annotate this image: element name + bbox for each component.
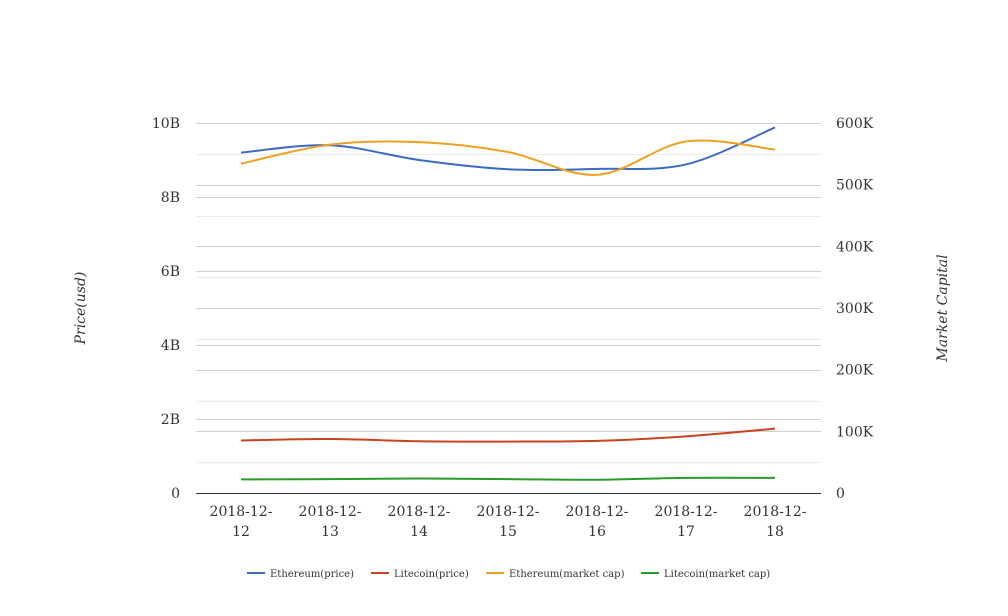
right-tick-label: 100K bbox=[836, 424, 874, 440]
right-tick-label: 200K bbox=[836, 363, 874, 379]
right-tick-label: 400K bbox=[836, 239, 874, 255]
series-line-ethereum-market-cap bbox=[240, 139, 776, 176]
left-axis-ticks: 0 2B 4B 6B 8B 10B bbox=[152, 116, 180, 502]
x-tick-label: 2018-12-12 bbox=[210, 504, 273, 540]
x-tick-label: 2018-12-16 bbox=[566, 504, 629, 540]
legend-label: Ethereum(market cap) bbox=[509, 569, 625, 580]
x-tick-label: 2018-12-18 bbox=[744, 504, 807, 540]
legend-label: Ethereum(price) bbox=[270, 569, 354, 580]
right-tick-label: 300K bbox=[836, 301, 874, 317]
grid-lines bbox=[196, 123, 821, 463]
x-tick-label: 2018-12-13 bbox=[299, 504, 362, 540]
left-tick-label: 4B bbox=[161, 338, 180, 354]
left-tick-label: 6B bbox=[161, 264, 180, 280]
left-axis-title: Price(usd) bbox=[73, 272, 89, 346]
x-tick-label: 2018-12-15 bbox=[477, 504, 540, 540]
left-tick-label: 2B bbox=[161, 412, 180, 428]
right-tick-label: 0 bbox=[836, 486, 845, 502]
right-tick-label: 600K bbox=[836, 116, 874, 132]
series-line-litecoin-market-cap bbox=[240, 476, 776, 481]
legend-label: Litecoin(market cap) bbox=[664, 569, 770, 580]
series-lines bbox=[240, 126, 776, 481]
series-line-litecoin-price bbox=[240, 427, 776, 443]
legend-label: Litecoin(price) bbox=[394, 569, 469, 580]
left-tick-label: 8B bbox=[161, 190, 180, 206]
right-axis-ticks: 0 100K 200K 300K 400K 500K 600K bbox=[836, 116, 874, 502]
series-line-ethereum-price bbox=[240, 126, 776, 171]
right-tick-label: 500K bbox=[836, 178, 874, 194]
x-tick-label: 2018-12-17 bbox=[655, 504, 718, 540]
x-axis-ticks: 2018-12-12 2018-12-13 2018-12-14 2018-12-15… bbox=[210, 504, 807, 540]
x-tick-label: 2018-12-14 bbox=[388, 504, 451, 540]
left-tick-label: 0 bbox=[171, 486, 180, 502]
right-axis-title: Market Capital bbox=[935, 254, 951, 362]
left-tick-label: 10B bbox=[152, 116, 180, 132]
legend: Ethereum(price) Litecoin(price) Ethereum(m… bbox=[247, 569, 770, 580]
